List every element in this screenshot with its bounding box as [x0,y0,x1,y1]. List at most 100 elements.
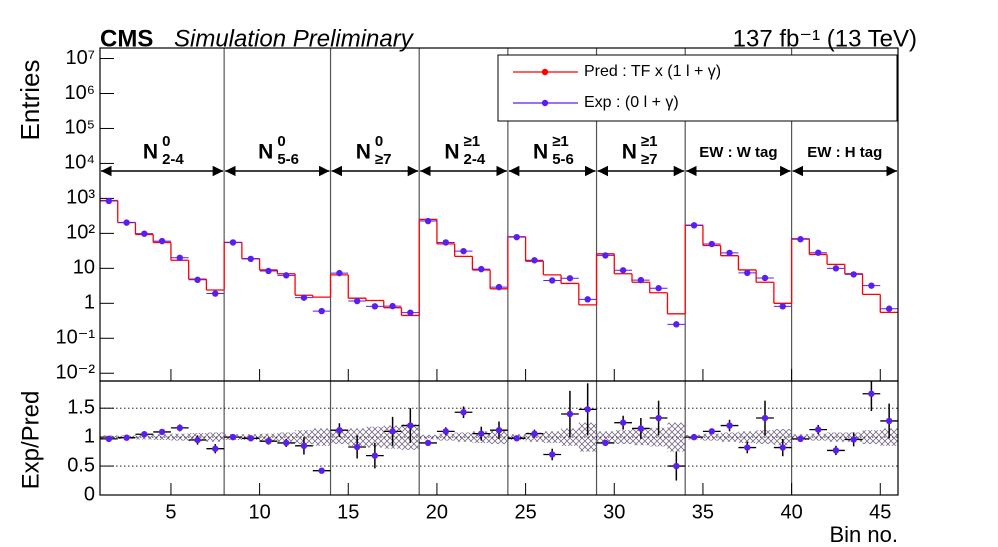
section-label: N [356,141,371,164]
pred-uncertainty [366,426,384,448]
ratio-point [584,406,591,413]
exp-point [655,285,662,292]
exp-point [885,305,893,312]
section-sup: 0 [375,133,383,150]
pred-uncertainty [295,430,313,445]
legend-label: Exp : (0 l + γ) [584,94,679,111]
section-label: EW : W tag [699,144,777,161]
y-tick-label: 1.5 [67,396,95,418]
section-sup: 0 [162,133,170,150]
section-sup: ≥1 [464,133,481,150]
exp-point [531,257,538,264]
ratio-point [407,422,414,429]
y-tick-label: 10⁻² [56,362,96,384]
exp-point [389,302,396,310]
x-axis-title: Bin no. [830,522,899,547]
y-tick-label: 10³ [66,187,95,209]
exp-point [424,217,432,225]
y-tick-label: 0.5 [67,454,95,476]
exp-point [212,290,219,297]
ratio-point [176,424,183,432]
legend-label: Pred : TF x (1 l + γ) [584,63,721,80]
exp-point [797,236,804,243]
ratio-point [105,435,113,443]
ratio-point [194,436,201,444]
x-tick-label: 35 [692,501,714,523]
exp-point [318,307,325,315]
x-tick-label: 45 [869,501,891,523]
ratio-point [247,435,254,442]
exp-point [229,239,237,246]
ratio-point [353,443,361,451]
section-sub: 5-6 [277,151,299,168]
exp-point [176,254,183,262]
exp-point [673,321,680,328]
pred-uncertainty [649,427,668,447]
exp-point [353,297,361,305]
pred-uncertainty [170,433,189,441]
section-label: EW : H tag [807,144,882,161]
ratio-point [265,437,272,445]
ratio-point [513,435,520,442]
legend-marker [541,99,549,107]
ratio-point [673,462,680,470]
exp-point [371,303,379,310]
y-tick-label: 10⁴ [64,152,95,174]
section-label: N [533,141,548,164]
section-label: N [444,141,459,164]
section-label: N [143,141,158,164]
ratio-point [832,447,840,454]
exp-point [283,272,290,279]
ratio-point [744,444,751,451]
exp-point [584,296,591,303]
section-sub: ≥7 [375,151,392,168]
exp-point [478,265,485,273]
exp-point [460,247,467,255]
section-sub: 2-4 [162,151,184,168]
ratio-point [761,414,769,422]
pred-uncertainty [277,432,296,442]
ratio-point [158,428,166,436]
exp-point [868,282,875,289]
exp-point [549,277,556,284]
ratio-point [815,426,822,433]
exp-point [194,276,201,284]
legend-box [497,54,898,122]
section-label: N [622,141,637,164]
exp-point [619,267,627,274]
exp-point [495,283,503,291]
pred-uncertainty [809,433,828,441]
y-tick-label: 10⁷ [66,47,95,69]
y-tick-label: 10⁵ [64,117,95,139]
pred-uncertainty [738,431,757,443]
ratio-point [460,409,467,416]
exp-point [726,249,733,257]
exp-point [442,239,449,246]
x-tick-label: 10 [248,501,270,523]
y-tick-label: 10⁶ [65,82,95,104]
exp-point [336,269,343,277]
pred-uncertainty [614,430,632,445]
ratio-point [212,445,219,452]
ratio-point [797,435,804,443]
exp-point [247,255,254,263]
pred-uncertainty [436,433,455,441]
pred-uncertainty [206,432,225,442]
ratio-point [850,436,857,443]
legend-marker [541,68,549,76]
y-tick-label: 10⁻¹ [56,327,96,349]
exp-point [602,252,609,259]
ratio-point [300,442,308,450]
ratio-point [141,431,148,438]
ratio-point [868,390,875,397]
ratio-point [637,425,645,432]
ratio-point [549,451,556,458]
ratio-point [619,419,627,426]
plot-frame [99,380,899,496]
exp-point [761,274,769,282]
ratio-point [442,428,449,435]
exp-point [141,230,148,237]
pred-uncertainty [862,430,881,445]
exp-point [637,276,645,284]
y-axis-title: Exp/Pred [17,391,44,490]
